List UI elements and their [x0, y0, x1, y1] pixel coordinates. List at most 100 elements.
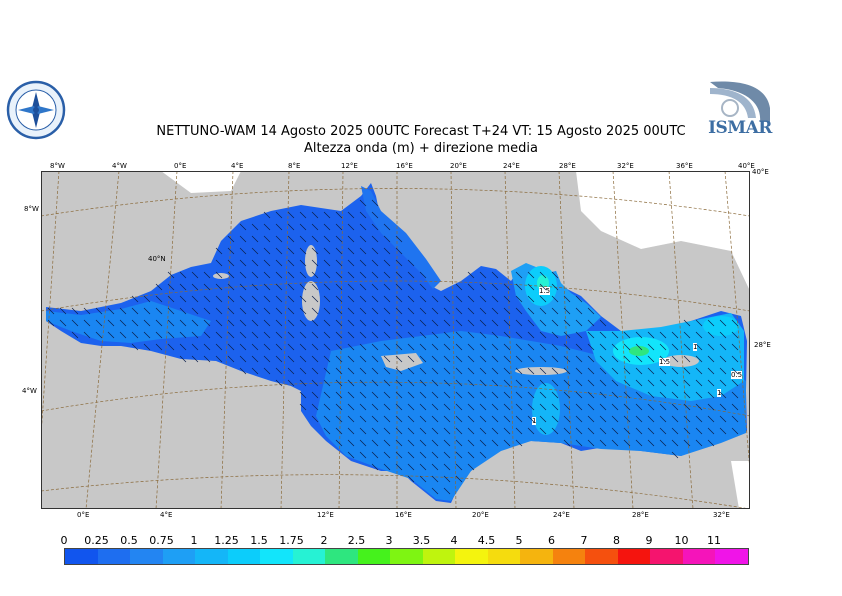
- direction-arrow: [347, 391, 355, 399]
- direction-arrow: [371, 307, 379, 315]
- direction-arrow: [551, 319, 559, 327]
- direction-arrow: [671, 355, 679, 363]
- direction-arrow: [575, 355, 583, 363]
- direction-arrow: [287, 211, 295, 219]
- direction-arrow: [59, 307, 67, 315]
- direction-arrow: [323, 367, 331, 375]
- direction-arrow: [467, 463, 475, 471]
- direction-arrow: [407, 439, 415, 447]
- direction-arrow: [407, 271, 415, 279]
- direction-arrow: [275, 211, 283, 219]
- direction-arrow: [263, 223, 271, 231]
- direction-arrow: [407, 319, 415, 327]
- direction-arrow: [599, 379, 607, 387]
- direction-arrow: [239, 283, 247, 291]
- direction-arrow: [215, 331, 223, 339]
- direction-arrow: [551, 271, 559, 279]
- direction-arrow: [251, 367, 259, 375]
- direction-arrow: [419, 379, 427, 387]
- direction-arrow: [467, 367, 475, 375]
- contour-label: 1.5: [539, 287, 551, 295]
- direction-arrow: [431, 391, 439, 399]
- direction-arrow: [527, 427, 535, 435]
- direction-arrow: [83, 331, 91, 339]
- direction-arrow: [419, 415, 427, 423]
- direction-arrow: [575, 343, 583, 351]
- outside-domain-area: [161, 171, 241, 193]
- direction-arrow: [419, 355, 427, 363]
- colorbar-swatch: [260, 549, 293, 564]
- direction-arrow: [383, 331, 391, 339]
- direction-arrow: [323, 295, 331, 303]
- legend-label: 1.25: [214, 534, 239, 547]
- direction-arrow: [539, 283, 547, 291]
- direction-arrow: [443, 427, 451, 435]
- colorbar-swatch: [487, 549, 520, 564]
- direction-arrow: [347, 355, 355, 363]
- legend-label: 0.75: [149, 534, 174, 547]
- direction-arrow: [287, 355, 295, 363]
- direction-arrow: [479, 319, 487, 327]
- direction-arrow: [395, 307, 403, 315]
- direction-arrow: [227, 355, 235, 363]
- direction-arrow: [515, 343, 523, 351]
- direction-arrow: [575, 391, 583, 399]
- direction-arrow: [443, 475, 451, 483]
- direction-arrow: [407, 451, 415, 459]
- direction-arrow: [695, 403, 703, 411]
- direction-arrow: [515, 307, 523, 315]
- direction-arrow: [227, 307, 235, 315]
- direction-arrow: [671, 403, 679, 411]
- direction-arrow: [683, 439, 691, 447]
- colorbar-swatch: [682, 549, 715, 564]
- direction-arrow: [431, 343, 439, 351]
- direction-arrow: [191, 331, 199, 339]
- direction-arrow: [443, 295, 451, 303]
- direction-arrow: [263, 367, 271, 375]
- direction-arrow: [695, 415, 703, 423]
- direction-arrow: [659, 367, 667, 375]
- direction-arrow: [371, 235, 379, 243]
- direction-arrow: [479, 403, 487, 411]
- direction-arrow: [227, 235, 235, 243]
- lon-label: 0°E: [77, 511, 90, 519]
- direction-arrow: [551, 379, 559, 387]
- direction-arrow: [419, 331, 427, 339]
- direction-arrow: [575, 379, 583, 387]
- direction-arrow: [479, 283, 487, 291]
- direction-arrow: [551, 403, 559, 411]
- direction-arrow: [431, 463, 439, 471]
- direction-arrow: [311, 403, 319, 411]
- direction-arrow: [131, 307, 139, 315]
- legend-label: 11: [707, 534, 721, 547]
- direction-arrow: [503, 427, 511, 435]
- direction-arrow: [191, 283, 199, 291]
- direction-arrow: [395, 235, 403, 243]
- direction-arrow: [539, 415, 547, 423]
- direction-arrow: [263, 319, 271, 327]
- direction-arrow: [323, 235, 331, 243]
- direction-arrow: [443, 403, 451, 411]
- direction-arrow: [647, 439, 655, 447]
- direction-arrow: [599, 415, 607, 423]
- direction-arrow: [215, 271, 223, 279]
- direction-arrow: [407, 379, 415, 387]
- direction-arrow: [287, 295, 295, 303]
- direction-arrow: [467, 271, 475, 279]
- direction-arrow: [359, 355, 367, 363]
- direction-arrow: [539, 295, 547, 303]
- direction-arrow: [395, 247, 403, 255]
- direction-arrow: [395, 259, 403, 267]
- direction-arrow: [215, 307, 223, 315]
- legend-label: 6: [548, 534, 555, 547]
- colorbar-swatch: [357, 549, 390, 564]
- direction-arrow: [659, 355, 667, 363]
- direction-arrow: [347, 403, 355, 411]
- direction-arrow: [371, 355, 379, 363]
- direction-arrow: [731, 343, 739, 351]
- colorbar-swatch: [422, 549, 455, 564]
- direction-arrow: [731, 379, 739, 387]
- direction-arrow: [311, 259, 319, 267]
- direction-arrow: [395, 427, 403, 435]
- direction-arrow: [683, 403, 691, 411]
